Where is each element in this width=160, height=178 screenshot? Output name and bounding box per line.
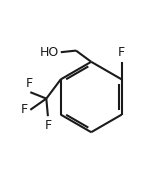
Text: F: F: [26, 77, 33, 90]
Text: HO: HO: [40, 46, 59, 59]
Text: F: F: [44, 119, 52, 132]
Text: F: F: [118, 46, 125, 59]
Text: F: F: [21, 103, 28, 116]
